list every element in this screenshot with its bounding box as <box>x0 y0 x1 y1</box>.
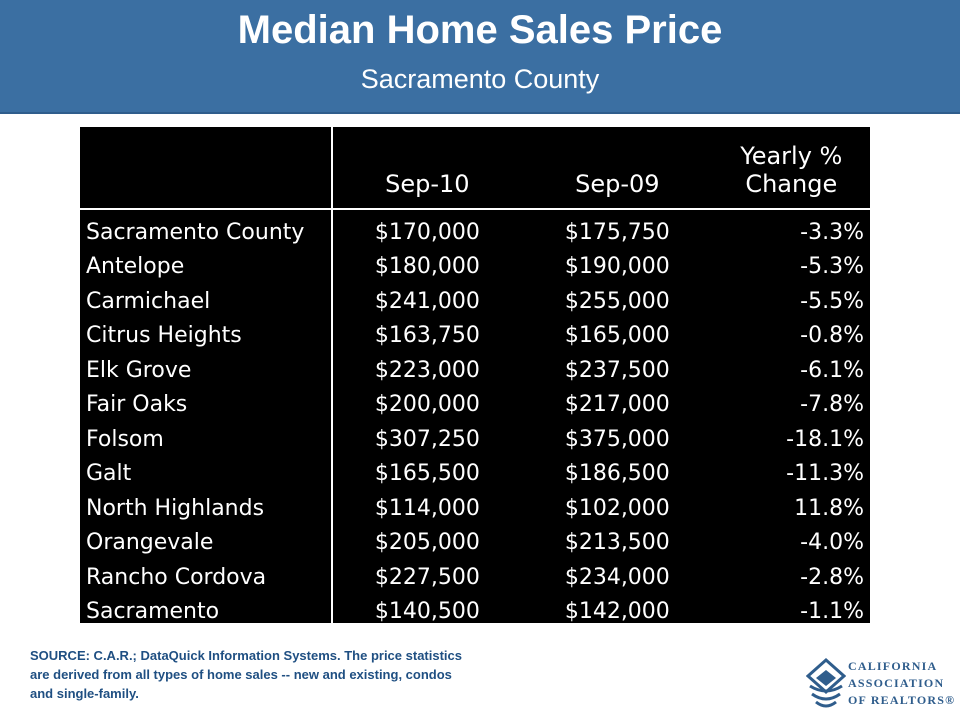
price-table-container: Sep-10 Sep-09 Yearly % Change Sacramento… <box>80 127 870 630</box>
logo-wordmark: CALIFORNIA ASSOCIATION OF REALTORS® <box>848 658 955 709</box>
sep10-price-cell: $165,500 <box>374 461 480 487</box>
sep10-price-cell: $241,000 <box>374 288 480 314</box>
header-cell-change: Yearly % Change <box>712 127 870 210</box>
area-name-cell: Folsom <box>80 422 333 457</box>
yearly-change-cell: -3.3% <box>800 220 864 245</box>
area-name-cell: Citrus Heights <box>80 319 333 354</box>
sep10-price-cell: $223,000 <box>374 357 480 383</box>
table-row: Rancho Cordova $227,500 $234,000 -2.8% <box>80 560 870 595</box>
sep09-price-cell: $237,500 <box>564 357 670 383</box>
sep10-price-cell: $140,500 <box>374 599 480 625</box>
table-row: Orangevale $205,000 $213,500 -4.0% <box>80 526 870 561</box>
sep09-price-cell: $175,750 <box>564 220 670 245</box>
yearly-change-cell: -6.1% <box>800 357 864 383</box>
page-title: Median Home Sales Price <box>237 8 723 52</box>
table-row: Elk Grove $223,000 $237,500 -6.1% <box>80 353 870 388</box>
table-row: North Highlands $114,000 $102,000 11.8% <box>80 491 870 526</box>
sep09-price-cell: $142,000 <box>564 599 670 625</box>
sep10-price-cell: $170,000 <box>374 220 480 245</box>
title-banner: Median Home Sales Price Sacramento Count… <box>0 0 960 114</box>
table-body: Sacramento County $170,000 $175,750 -3.3% An… <box>80 209 870 630</box>
price-table: Sep-10 Sep-09 Yearly % Change Sacramento… <box>80 127 870 630</box>
sep09-price-cell: $186,500 <box>564 461 670 487</box>
yearly-change-cell: -1.1% <box>800 599 864 625</box>
table-row: Folsom $307,250 $375,000 -18.1% <box>80 422 870 457</box>
table-row: Fair Oaks $200,000 $217,000 -7.8% <box>80 388 870 423</box>
table-row: Sacramento County $170,000 $175,750 -3.3% <box>80 209 870 250</box>
sep09-price-cell: $234,000 <box>564 564 670 590</box>
source-note: SOURCE: C.A.R.; DataQuick Information Sy… <box>30 648 462 701</box>
table-row: Galt $165,500 $186,500 -11.3% <box>80 457 870 492</box>
area-name-cell: Rancho Cordova <box>80 560 333 595</box>
logo-line-3: OF REALTORS® <box>848 693 956 707</box>
yearly-change-cell: -4.0% <box>800 530 864 556</box>
yearly-change-cell: -5.3% <box>800 254 864 280</box>
sep09-price-cell: $255,000 <box>564 288 670 314</box>
sep10-price-cell: $114,000 <box>374 495 480 521</box>
sep10-price-cell: $307,250 <box>374 426 480 452</box>
yearly-change-cell: -0.8% <box>800 323 864 349</box>
table-row: Antelope $180,000 $190,000 -5.3% <box>80 250 870 285</box>
logo-line-1: CALIFORNIA <box>848 659 938 673</box>
area-name-cell: Orangevale <box>80 526 333 561</box>
header-cell-sep10: Sep-10 <box>331 127 523 210</box>
header-cell-name <box>80 127 333 210</box>
sep10-price-cell: $205,000 <box>374 530 480 556</box>
sep09-price-cell: $190,000 <box>564 254 670 280</box>
sep09-price-cell: $102,000 <box>564 495 670 521</box>
area-name-cell: Sacramento County <box>80 209 333 250</box>
area-name-cell: Elk Grove <box>80 353 333 388</box>
table-row: Carmichael $241,000 $255,000 -5.5% <box>80 284 870 319</box>
sep09-price-cell: $217,000 <box>564 392 670 418</box>
table-row: Citrus Heights $163,750 $165,000 -0.8% <box>80 319 870 354</box>
area-name-cell: North Highlands <box>80 491 333 526</box>
table-row: Sacramento $140,500 $142,000 -1.1% <box>80 595 870 630</box>
sep09-price-cell: $165,000 <box>564 323 670 349</box>
sep09-price-cell: $375,000 <box>564 426 670 452</box>
yearly-change-cell: -7.8% <box>800 392 864 418</box>
yearly-change-cell: -11.3% <box>786 461 864 487</box>
realtors-emblem-icon <box>805 657 847 708</box>
yearly-change-cell: -2.8% <box>800 564 864 590</box>
sep09-price-cell: $213,500 <box>564 530 670 556</box>
page-subtitle: Sacramento County <box>360 64 600 94</box>
area-name-cell: Fair Oaks <box>80 388 333 423</box>
header-cell-sep09: Sep-09 <box>522 127 713 210</box>
area-name-cell: Antelope <box>80 250 333 285</box>
yearly-change-cell: 11.8% <box>794 495 864 521</box>
yearly-change-cell: -18.1% <box>786 426 864 452</box>
table-header-row: Sep-10 Sep-09 Yearly % Change <box>80 127 870 210</box>
sep10-price-cell: $227,500 <box>374 564 480 590</box>
area-name-cell: Sacramento <box>80 595 333 630</box>
sep10-price-cell: $163,750 <box>374 323 480 349</box>
area-name-cell: Carmichael <box>80 284 333 319</box>
yearly-change-cell: -5.5% <box>800 288 864 314</box>
sep10-price-cell: $180,000 <box>374 254 480 280</box>
sep10-price-cell: $200,000 <box>374 392 480 418</box>
car-logo: CALIFORNIA ASSOCIATION OF REALTORS® <box>805 656 956 716</box>
area-name-cell: Galt <box>80 457 333 492</box>
logo-line-2: ASSOCIATION <box>848 676 945 690</box>
